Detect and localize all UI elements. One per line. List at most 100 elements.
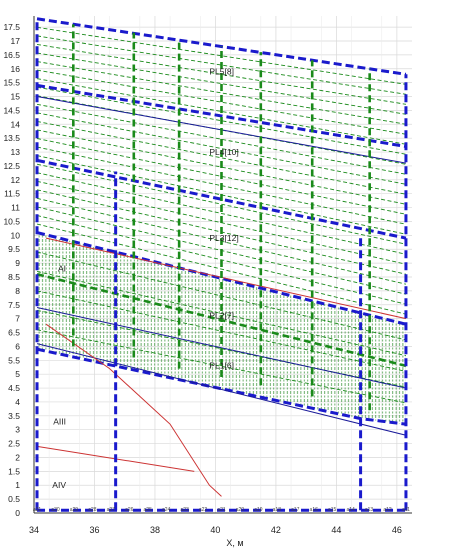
green-dashed-line — [36, 329, 407, 404]
series-line-2 — [36, 158, 407, 240]
series-line-3 — [36, 231, 407, 326]
layer-label: PL5[8] — [209, 66, 234, 76]
x-tick-label: 36 — [89, 525, 99, 535]
y-tick-label: 17 — [11, 36, 21, 46]
green-dashed-line — [36, 271, 407, 357]
x-tick-label: 34 — [29, 525, 39, 535]
green-dashed-line — [36, 26, 407, 85]
y-tick-label: 8.5 — [8, 272, 20, 282]
y-tick-label: 15.5 — [3, 78, 20, 88]
axis-marker-label: a12 — [383, 507, 392, 513]
y-tick-label: 2.5 — [8, 439, 20, 449]
y-tick-label: 0 — [15, 508, 20, 518]
y-tick-label: 14.5 — [3, 105, 20, 115]
vertical-lines — [35, 18, 408, 512]
axis-marker-label: a19 — [254, 507, 263, 513]
axis-marker-label: a31 — [33, 507, 42, 513]
axis-marker-label: a13 — [365, 507, 374, 513]
green-dashed-line — [36, 78, 407, 145]
axis-marker-label: a14 — [346, 507, 355, 513]
zone-label: AIV — [52, 480, 66, 490]
y-tick-label: 14 — [11, 119, 21, 129]
y-tick-label: 4.5 — [8, 383, 20, 393]
axis-marker-label: a22 — [199, 507, 208, 513]
green-dashed-line — [36, 35, 407, 95]
layer-label: PL3[12] — [209, 233, 238, 243]
y-tick-label: 16 — [11, 64, 21, 74]
x-tick-label: 38 — [150, 525, 160, 535]
y-tick-label: 10.5 — [3, 216, 20, 226]
y-tick-label: 13.5 — [3, 133, 20, 143]
axis-marker-label: a24 — [162, 507, 171, 513]
y-tick-label: 7 — [15, 314, 20, 324]
axis-marker-label: a29 — [70, 507, 79, 513]
green-dashed-line — [36, 86, 407, 155]
green-dashed-line — [36, 103, 407, 175]
y-tick-label: 3 — [15, 425, 20, 435]
green-dashed-line — [36, 43, 407, 105]
axis-marker-label: a27 — [107, 507, 116, 513]
y-tick-label: 5.5 — [8, 355, 20, 365]
green-dashed-line — [36, 146, 407, 225]
green-dashed-line — [36, 215, 407, 305]
y-tick-label: 5 — [15, 369, 20, 379]
green-dashed-line — [36, 120, 407, 195]
y-tick-label: 9.5 — [8, 244, 20, 254]
y-tick-label: 9 — [15, 258, 20, 268]
axis-marker-label: a25 — [144, 507, 153, 513]
x-tick-label: 46 — [392, 525, 402, 535]
axis-marker-label: a15 — [328, 507, 337, 513]
y-tick-label: 11.5 — [4, 189, 20, 199]
y-tick-label: 1.5 — [8, 466, 20, 476]
axis-marker-label: a16 — [310, 507, 319, 513]
series-line-1 — [36, 83, 407, 148]
layer-label: PL1[6] — [209, 361, 234, 371]
labels: AI AIII AIV PL5[8] PL4[10] PL3[12] PL2[7] PL1[6… — [33, 66, 410, 513]
green-dashed-line — [36, 163, 407, 245]
green-dashed-line — [36, 223, 407, 315]
axis-marker-label: a26 — [125, 507, 134, 513]
y-tick-label: 11 — [11, 203, 20, 213]
axis-marker-label: a20 — [236, 507, 245, 513]
x-tick-label: 42 — [271, 525, 281, 535]
y-tick-label: 10 — [11, 230, 21, 240]
green-dashed-line — [36, 112, 407, 185]
y-tick-label: 15 — [11, 92, 21, 102]
green-dashed-line — [36, 69, 407, 135]
green-dashed-line — [36, 95, 407, 165]
green-dashed-line — [36, 172, 407, 255]
axis-marker-label: a17 — [291, 507, 300, 513]
series-line-11 — [45, 323, 222, 497]
x-axis-label: X, м — [226, 538, 243, 548]
series-line-7 — [36, 343, 407, 436]
y-tick-label: 4 — [15, 397, 20, 407]
green-dashed-line — [36, 52, 407, 115]
green-dashed-line — [36, 129, 407, 205]
green-dashed-line — [36, 61, 407, 125]
green-dashed-line — [36, 138, 407, 215]
y-tick-label: 2 — [15, 452, 20, 462]
y-tick-label: 7.5 — [8, 300, 20, 310]
axis-marker-label: a30 — [51, 507, 60, 513]
zone-label: AIII — [53, 416, 66, 426]
layer-label: PL2[7] — [209, 311, 234, 321]
y-tick-label: 3.5 — [8, 411, 20, 421]
y-tick-label: 12.5 — [3, 161, 20, 171]
zone-label: AI — [58, 264, 66, 274]
y-tick-label: 0.5 — [8, 494, 20, 504]
y-tick-label: 17.5 — [3, 22, 20, 32]
x-tick-label: 40 — [210, 525, 220, 535]
axis-marker-label: a18 — [273, 507, 282, 513]
y-tick-label: 1 — [15, 480, 20, 490]
axis-marker-label: a21 — [217, 507, 226, 513]
axes: 00.511.522.533.544.555.566.577.588.599.5… — [3, 16, 412, 548]
y-tick-label: 6 — [15, 341, 20, 351]
axis-marker-label: a23 — [180, 507, 189, 513]
series-line-9 — [45, 237, 407, 320]
layer-label: PL4[10] — [209, 147, 238, 157]
y-tick-label: 8 — [15, 286, 20, 296]
y-tick-label: 6.5 — [8, 328, 20, 338]
y-tick-label: 13 — [11, 147, 21, 157]
